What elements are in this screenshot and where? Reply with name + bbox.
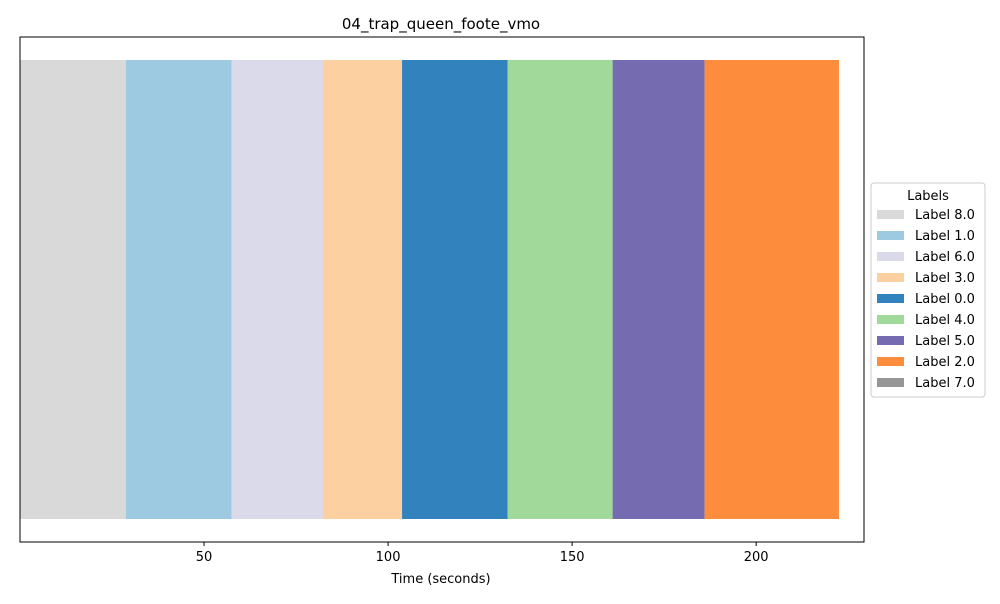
legend-swatch — [877, 252, 904, 261]
legend-swatch — [877, 210, 904, 219]
segment-label-0-0 — [402, 60, 508, 519]
segment-label-2-0 — [704, 60, 839, 519]
segment-label-4-0 — [507, 60, 613, 519]
x-tick-label: 200 — [744, 550, 769, 565]
legend-swatch — [877, 294, 904, 303]
x-tick-label: 150 — [560, 550, 585, 565]
legend-label: Label 7.0 — [915, 376, 975, 391]
x-axis-ticks: 50 100 150 200 — [196, 542, 769, 565]
legend-label: Label 8.0 — [915, 208, 975, 223]
segment-label-8-0 — [20, 60, 127, 519]
legend-swatch — [877, 273, 904, 282]
legend-swatch — [877, 336, 904, 345]
x-tick-label: 100 — [376, 550, 401, 565]
legend-label: Label 5.0 — [915, 334, 975, 349]
legend-label: Label 6.0 — [915, 250, 975, 265]
x-axis-label: Time (seconds) — [390, 572, 490, 587]
plot-frame — [19, 36, 865, 543]
legend-label: Label 0.0 — [915, 292, 975, 307]
legend-swatch — [877, 315, 904, 324]
chart-title: 04_trap_queen_foote_vmo — [342, 15, 540, 34]
legend-swatch — [877, 231, 904, 240]
x-tick-label: 50 — [196, 550, 213, 565]
segment-label-3-0 — [322, 60, 403, 519]
segment-label-6-0 — [231, 60, 323, 519]
legend-title: Labels — [907, 189, 949, 204]
legend-swatch — [877, 378, 904, 387]
legend-label: Label 2.0 — [915, 355, 975, 370]
legend-label: Label 3.0 — [915, 271, 975, 286]
legend-items: Label 8.0 Label 1.0 Label 6.0 Label 3.0 Labe… — [877, 208, 975, 391]
segment-label-1-0 — [126, 60, 232, 519]
legend-label: Label 1.0 — [915, 229, 975, 244]
segment-label-5-0 — [612, 60, 705, 519]
segments-layer — [20, 60, 839, 519]
legend-swatch — [877, 357, 904, 366]
legend-label: Label 4.0 — [915, 313, 975, 328]
